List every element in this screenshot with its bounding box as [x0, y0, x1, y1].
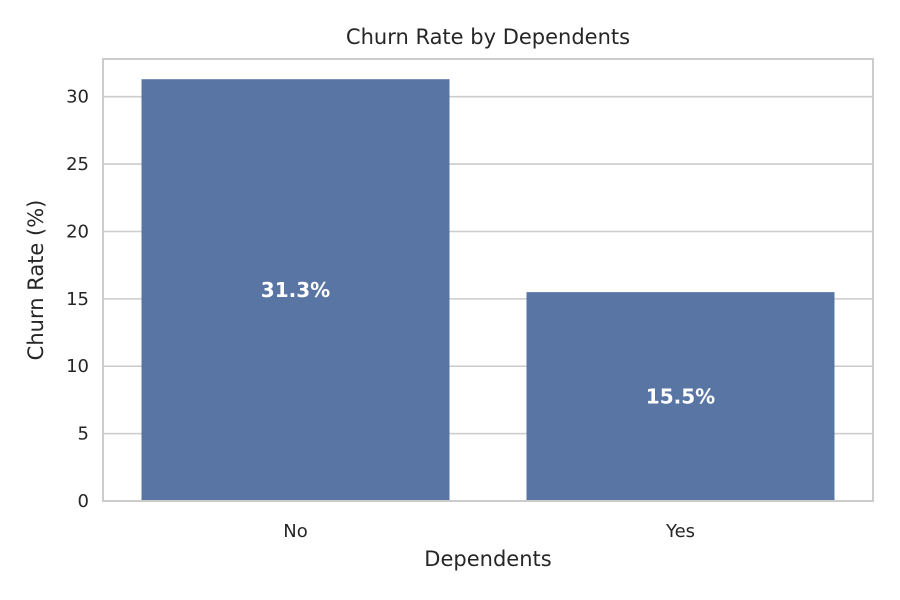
- bars: [141, 79, 835, 502]
- y-tick-labels: 0 5 10 15 20 25 30: [66, 87, 89, 512]
- y-axis-label: Churn Rate (%): [24, 200, 48, 361]
- y-tick-label-5: 25: [66, 154, 89, 175]
- bar-value-label-no: 31.3%: [261, 278, 330, 302]
- y-tick-label-1: 5: [78, 424, 89, 445]
- plot-frame: [102, 58, 874, 502]
- y-tick-label-4: 20: [66, 221, 89, 242]
- bar-value-label-yes: 15.5%: [646, 385, 715, 409]
- bar-no: [141, 79, 450, 502]
- x-axis-label: Dependents: [424, 547, 551, 571]
- bar-yes: [526, 292, 835, 501]
- y-tick-label-6: 30: [66, 87, 89, 108]
- x-tick-labels: No Yes: [283, 521, 695, 542]
- chart-title: Churn Rate by Dependents: [346, 25, 630, 49]
- y-tick-label-0: 0: [78, 491, 89, 512]
- bar-value-labels: 31.3% 15.5%: [261, 278, 715, 408]
- y-tick-label-3: 15: [66, 289, 89, 310]
- y-tick-label-2: 10: [66, 356, 89, 377]
- x-tick-label-yes: Yes: [665, 521, 695, 542]
- x-tick-label-no: No: [283, 521, 307, 542]
